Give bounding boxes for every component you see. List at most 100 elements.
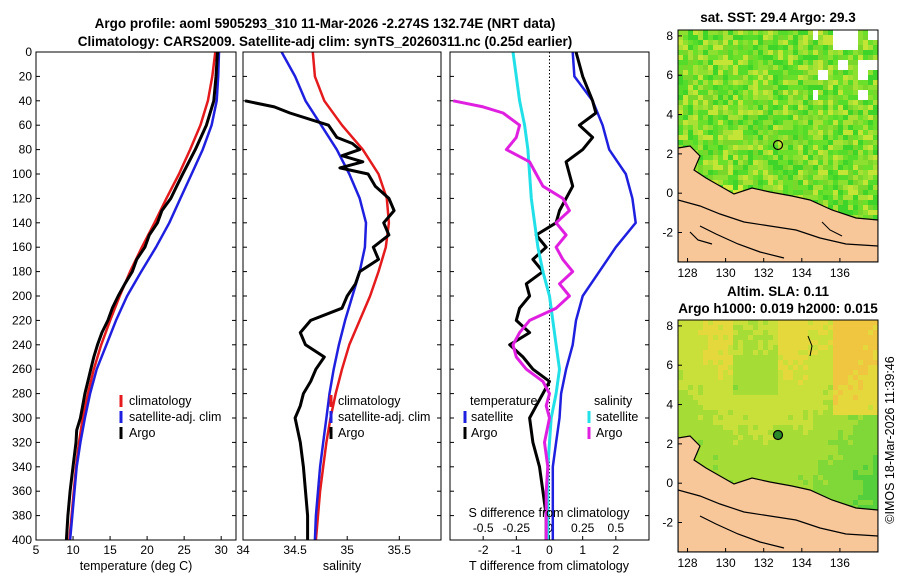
heatmap-cell: [758, 470, 763, 475]
heatmap-cell: [738, 40, 743, 45]
heatmap-cell: [698, 365, 703, 370]
heatmap-cell: [853, 415, 858, 420]
heatmap-cell: [778, 185, 783, 190]
heatmap-cell: [743, 420, 748, 425]
heatmap-cell: [798, 360, 803, 365]
heatmap-cell: [823, 90, 828, 95]
heatmap-cell: [678, 55, 683, 60]
heatmap-cell: [838, 70, 843, 75]
heatmap-cell: [783, 370, 788, 375]
heatmap-cell: [773, 415, 778, 420]
heatmap-cell: [778, 395, 783, 400]
heatmap-cell: [798, 330, 803, 335]
heatmap-cell: [703, 405, 708, 410]
heatmap-cell: [788, 350, 793, 355]
heatmap-cell: [738, 325, 743, 330]
heatmap-cell: [708, 135, 713, 140]
heatmap-cell: [823, 425, 828, 430]
heatmap-cell: [748, 465, 753, 470]
heatmap-cell: [748, 35, 753, 40]
heatmap-cell: [858, 160, 863, 165]
heatmap-cell: [853, 380, 858, 385]
heatmap-cell: [743, 320, 748, 325]
heatmap-cell: [838, 460, 843, 465]
heatmap-cell: [833, 470, 838, 475]
heatmap-cell: [853, 100, 858, 105]
heatmap-cell: [703, 150, 708, 155]
heatmap-cell: [778, 365, 783, 370]
heatmap-cell: [743, 125, 748, 130]
heatmap-cell: [718, 100, 723, 105]
heatmap-cell: [833, 390, 838, 395]
heatmap-cell: [698, 130, 703, 135]
heatmap-cell: [808, 125, 813, 130]
heatmap-cell: [813, 40, 818, 45]
heatmap-cell: [823, 325, 828, 330]
heatmap-cell: [683, 400, 688, 405]
heatmap-cell: [773, 155, 778, 160]
heatmap-cell: [753, 185, 758, 190]
heatmap-cell: [708, 160, 713, 165]
heatmap-cell: [813, 415, 818, 420]
heatmap-cell: [708, 50, 713, 55]
legend-satellite: satellite-adj. clim: [338, 410, 430, 424]
heatmap-cell: [783, 125, 788, 130]
heatmap-cell: [798, 395, 803, 400]
heatmap-cell: [768, 135, 773, 140]
heatmap-cell: [738, 135, 743, 140]
heatmap-cell: [818, 165, 823, 170]
heatmap-cell: [728, 60, 733, 65]
heatmap-cell: [728, 400, 733, 405]
heatmap-cell: [718, 410, 723, 415]
heatmap-cell: [713, 75, 718, 80]
heatmap-cell: [683, 65, 688, 70]
heatmap-cell: [708, 55, 713, 60]
heatmap-cell: [718, 65, 723, 70]
heatmap-cell: [718, 165, 723, 170]
map-x-tick-label: 128: [678, 266, 698, 280]
heatmap-cell: [693, 420, 698, 425]
heatmap-cell: [858, 400, 863, 405]
heatmap-cell: [748, 355, 753, 360]
heatmap-cell: [678, 345, 683, 350]
x-tick-label: 35.5: [388, 543, 412, 557]
heatmap-cell: [798, 450, 803, 455]
map-y-tick-label: 4: [666, 398, 673, 412]
heatmap-cell: [868, 460, 873, 465]
heatmap-cell: [758, 330, 763, 335]
heatmap-cell: [703, 130, 708, 135]
heatmap-cell: [868, 75, 873, 80]
heatmap-cell: [733, 470, 738, 475]
heatmap-cell: [853, 430, 858, 435]
heatmap-cell: [838, 495, 843, 500]
heatmap-cell: [823, 405, 828, 410]
heatmap-cell: [833, 40, 838, 45]
heatmap-cell: [783, 415, 788, 420]
heatmap-cell: [863, 490, 868, 495]
difference-axes-box: [449, 51, 650, 541]
heatmap-cell: [718, 460, 723, 465]
heatmap-cell: [858, 495, 863, 500]
heatmap-cell: [798, 465, 803, 470]
heatmap-cell: [678, 410, 683, 415]
heatmap-cell: [708, 460, 713, 465]
heatmap-cell: [743, 75, 748, 80]
heatmap-cell: [793, 445, 798, 450]
heatmap-cell: [778, 55, 783, 60]
heatmap-cell: [778, 30, 783, 35]
heatmap-cell: [733, 455, 738, 460]
heatmap-cell: [718, 180, 723, 185]
heatmap-cell: [758, 50, 763, 55]
heatmap-cell: [808, 100, 813, 105]
heatmap-cell: [868, 500, 873, 505]
heatmap-cell: [768, 105, 773, 110]
heatmap-cell: [708, 105, 713, 110]
heatmap-cell: [823, 135, 828, 140]
heatmap-cell: [823, 115, 828, 120]
heatmap-cell: [708, 335, 713, 340]
heatmap-cell: [733, 155, 738, 160]
heatmap-cell: [688, 400, 693, 405]
heatmap-cell: [843, 80, 848, 85]
heatmap-cell: [693, 395, 698, 400]
